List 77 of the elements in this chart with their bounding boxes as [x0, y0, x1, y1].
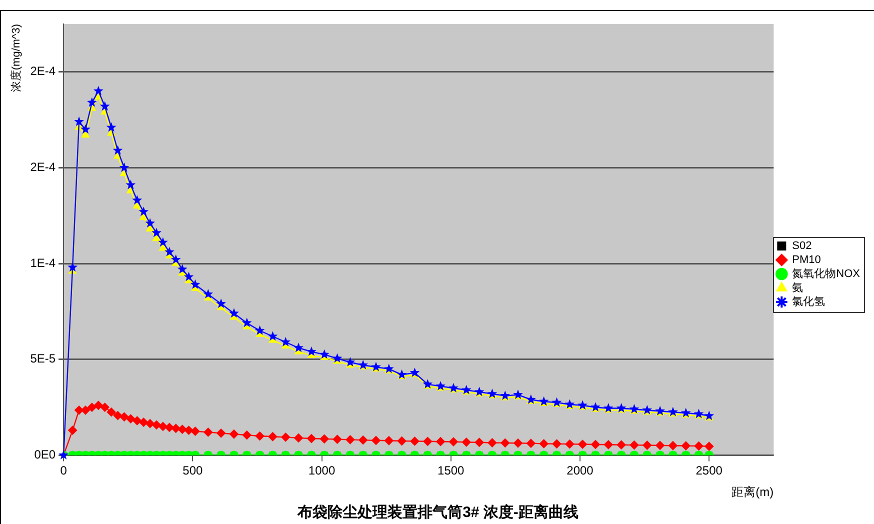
- point: [171, 424, 180, 433]
- point: [190, 426, 200, 436]
- y-axis-title: 浓度(mg/m^3): [10, 24, 23, 92]
- x-tick-label: 0: [60, 464, 68, 478]
- x-tick-label: 1000: [308, 464, 336, 478]
- point: [126, 414, 136, 424]
- point: [590, 440, 600, 449]
- point: [397, 436, 406, 446]
- point: [158, 422, 168, 431]
- legend-label: 氯化氢: [792, 296, 826, 308]
- point: [436, 437, 446, 446]
- x-tick-label: 2500: [696, 464, 723, 478]
- point: [358, 436, 368, 445]
- point: [694, 442, 704, 450]
- point: [346, 435, 355, 444]
- point: [668, 441, 678, 450]
- point: [255, 432, 264, 441]
- point: [216, 428, 226, 438]
- text: 布袋除尘处理装置排气筒3# 浓度-距离曲线: [296, 503, 578, 522]
- point: [500, 438, 510, 448]
- point: [642, 440, 652, 450]
- point: [604, 440, 613, 450]
- point: [87, 402, 96, 412]
- point: [306, 434, 316, 444]
- y-tick-label: 5E-5: [30, 352, 56, 366]
- point: [281, 432, 290, 442]
- point: [474, 438, 484, 447]
- point: [184, 426, 194, 435]
- point: [332, 434, 342, 444]
- point: [526, 438, 536, 448]
- point: [372, 436, 380, 445]
- point: [106, 408, 116, 417]
- legend-label: 氨: [792, 282, 804, 294]
- point: [384, 436, 394, 446]
- point: [94, 400, 103, 410]
- point: [514, 438, 523, 448]
- point: [178, 424, 187, 434]
- legend-label: 氮氧化物NOX: [792, 268, 861, 280]
- point: [132, 416, 142, 426]
- point: [448, 437, 458, 446]
- legend-label: PM10: [792, 254, 821, 266]
- point: [552, 439, 562, 448]
- x-tick-label: 2000: [566, 464, 594, 478]
- point: [616, 440, 626, 450]
- point: [164, 422, 174, 432]
- point: [268, 432, 278, 442]
- point: [704, 442, 714, 451]
- x-axis-title: 距离(m): [732, 485, 774, 500]
- point: [488, 438, 497, 448]
- point: [100, 402, 110, 412]
- point: [539, 439, 548, 448]
- y-tick-label: 1E-4: [30, 256, 56, 270]
- point: [656, 440, 665, 450]
- x-tick-label: 1500: [438, 464, 465, 478]
- y-tick-label: 0E0: [34, 448, 56, 462]
- y-tick-label: 2E-4: [30, 64, 56, 78]
- point: [423, 436, 432, 446]
- point: [294, 433, 304, 442]
- point: [152, 420, 162, 430]
- point: [462, 438, 471, 447]
- point: [320, 434, 329, 444]
- y-tick-label: 2E-4: [30, 160, 56, 174]
- point: [204, 428, 213, 437]
- point: [120, 412, 129, 422]
- point: [113, 411, 122, 420]
- point: [68, 426, 78, 435]
- point: [410, 436, 420, 446]
- legend-label: S02: [792, 240, 812, 252]
- point: [242, 430, 252, 440]
- point: [229, 430, 238, 439]
- point: [578, 440, 588, 449]
- point: [146, 419, 155, 428]
- point: [565, 440, 574, 449]
- point: [681, 441, 690, 450]
- point: [139, 418, 148, 427]
- point: [630, 440, 639, 450]
- x-tick-label: 500: [182, 464, 203, 478]
